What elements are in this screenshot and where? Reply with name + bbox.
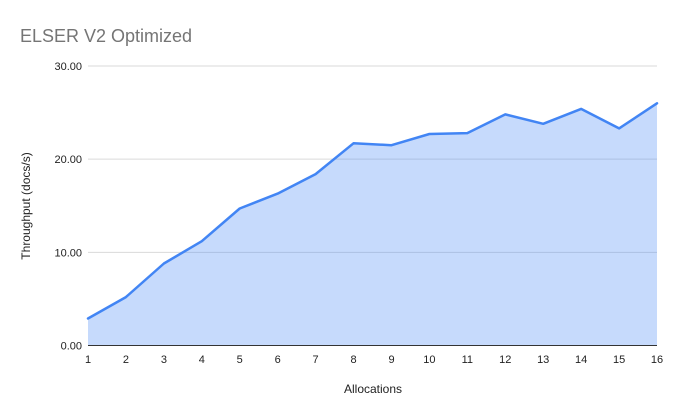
- x-tick-label: 9: [388, 354, 394, 366]
- x-tick-label: 2: [123, 354, 129, 366]
- x-axis-title: Allocations: [344, 382, 402, 396]
- x-tick-label: 3: [161, 354, 167, 366]
- x-tick-label: 14: [575, 354, 587, 366]
- y-tick-label: 20.00: [54, 154, 82, 166]
- x-tick-label: 11: [462, 354, 473, 366]
- x-tick-label: 4: [199, 354, 205, 366]
- y-axis-title: Throughput (docs/s): [19, 152, 33, 259]
- x-tick-label: 13: [537, 354, 549, 366]
- x-tick-label: 7: [313, 354, 319, 366]
- x-tick-label: 15: [613, 354, 625, 366]
- y-tick-label: 0.00: [61, 341, 82, 353]
- chart-title: ELSER V2 Optimized: [20, 26, 192, 46]
- x-tick-label: 12: [499, 354, 511, 366]
- y-tick-label: 10.00: [54, 247, 82, 259]
- x-tick-label: 10: [423, 354, 435, 366]
- series-line: [86, 102, 659, 320]
- y-tick-label: 30.00: [54, 61, 82, 73]
- x-tick-label: 16: [651, 354, 663, 366]
- x-tick-label: 6: [275, 354, 281, 366]
- x-tick-label: 1: [85, 354, 91, 366]
- series-layer: [86, 102, 659, 346]
- x-tick-label: 5: [237, 354, 243, 366]
- x-tick-label: 8: [350, 354, 356, 366]
- series-area: [88, 103, 657, 346]
